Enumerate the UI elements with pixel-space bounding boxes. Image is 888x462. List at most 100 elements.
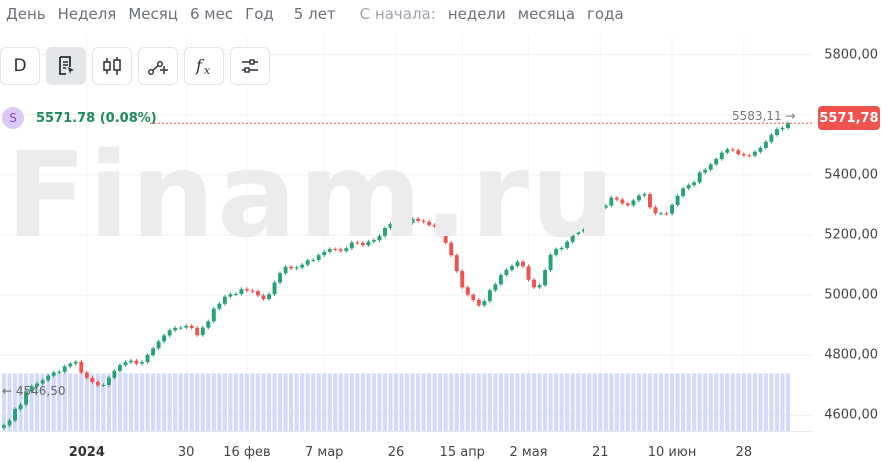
volume-bar bbox=[316, 373, 321, 431]
period-option[interactable]: 5 лет bbox=[293, 5, 336, 23]
volume-bar bbox=[128, 373, 134, 431]
volume-bar bbox=[741, 373, 746, 431]
volume-bar bbox=[669, 373, 675, 431]
volume-bar bbox=[520, 373, 526, 431]
volume-bar bbox=[217, 373, 222, 431]
candle bbox=[653, 207, 658, 214]
series-badge[interactable]: S bbox=[2, 107, 24, 129]
volume-bar bbox=[404, 373, 410, 431]
candle bbox=[101, 385, 106, 387]
candle bbox=[256, 291, 260, 296]
candle bbox=[625, 203, 630, 206]
indicators-button[interactable]: f x bbox=[184, 47, 224, 85]
volume-bar bbox=[211, 373, 216, 431]
volume-bar bbox=[421, 373, 426, 431]
volume-bar bbox=[139, 373, 145, 431]
volume-bar bbox=[603, 373, 608, 431]
volume-bar bbox=[250, 373, 255, 431]
template-button[interactable] bbox=[46, 47, 86, 85]
settings-button[interactable] bbox=[230, 47, 270, 85]
low-marker-label: ← 4546,50 bbox=[2, 384, 66, 398]
volume-bar bbox=[244, 373, 249, 431]
volume-bar bbox=[79, 373, 84, 431]
x-tick-label: 2024 bbox=[68, 445, 105, 460]
period-option[interactable]: День bbox=[6, 5, 46, 23]
candle bbox=[106, 377, 111, 386]
volume-bar bbox=[559, 373, 564, 431]
period-option[interactable]: Неделя bbox=[57, 5, 117, 23]
volume-bar bbox=[333, 373, 338, 431]
candle bbox=[730, 149, 735, 151]
period-option[interactable]: месяца bbox=[517, 5, 576, 23]
candle bbox=[294, 267, 299, 269]
volume-bar bbox=[272, 373, 277, 431]
candle bbox=[774, 129, 779, 135]
y-tick-label: 5200,00 bbox=[824, 227, 878, 243]
chart-type-button[interactable] bbox=[92, 47, 132, 85]
volume-bar bbox=[471, 373, 476, 431]
period-option[interactable]: Месяц bbox=[128, 5, 178, 23]
candle bbox=[51, 372, 56, 376]
candle bbox=[471, 294, 476, 300]
high-marker-label: 5583,11 → bbox=[732, 109, 796, 123]
volume-bar bbox=[747, 373, 752, 431]
candle bbox=[123, 362, 128, 366]
y-tick-label: 4800,00 bbox=[824, 347, 878, 363]
volume-bar bbox=[95, 373, 100, 431]
volume-bar bbox=[399, 373, 404, 431]
volume-bar bbox=[476, 373, 481, 431]
volume-bar bbox=[277, 373, 283, 431]
candle bbox=[465, 287, 470, 295]
interval-button[interactable]: D bbox=[0, 47, 40, 85]
volume-bar bbox=[780, 373, 785, 431]
candle bbox=[24, 391, 29, 405]
chart-area[interactable] bbox=[0, 36, 812, 431]
volume-bar bbox=[515, 373, 520, 431]
price-axis[interactable]: 5800,005600,005400,005200,005000,004800,… bbox=[812, 36, 888, 431]
candle bbox=[355, 242, 360, 244]
candle bbox=[659, 213, 663, 215]
y-tick-label: 5000,00 bbox=[824, 287, 878, 303]
candle bbox=[156, 341, 161, 349]
x-tick-label: 26 bbox=[387, 445, 405, 460]
volume-bar bbox=[620, 373, 625, 431]
volume-bar bbox=[487, 373, 492, 431]
candle bbox=[200, 327, 205, 336]
volume-bar bbox=[708, 373, 713, 431]
candle bbox=[333, 249, 338, 251]
candle bbox=[57, 371, 62, 373]
volume-bar bbox=[117, 373, 123, 431]
candle bbox=[18, 404, 23, 410]
volume-bar bbox=[570, 373, 575, 431]
volume-bar bbox=[531, 373, 537, 431]
period-option[interactable]: года bbox=[587, 5, 624, 23]
time-axis[interactable]: 2024 30 16 фев 7 мар 26 15 апр 2 мая 21 10 июн 28 bbox=[0, 431, 812, 462]
x-tick-label: 7 мар bbox=[305, 445, 344, 460]
candle bbox=[521, 261, 525, 267]
candle bbox=[145, 354, 150, 363]
candle bbox=[620, 199, 625, 204]
candle bbox=[714, 158, 719, 165]
volume-bar bbox=[664, 373, 669, 431]
candle bbox=[228, 294, 233, 297]
drawing-tools-button[interactable] bbox=[138, 47, 178, 85]
volume-bar bbox=[681, 373, 686, 431]
candle bbox=[140, 362, 144, 364]
volume-bar bbox=[565, 373, 570, 431]
volume-bar bbox=[526, 373, 531, 431]
price-chart[interactable] bbox=[0, 36, 812, 431]
candle bbox=[40, 380, 45, 384]
candle bbox=[239, 289, 244, 294]
period-option[interactable]: 6 мес bbox=[189, 5, 234, 23]
line-plus-icon bbox=[148, 60, 168, 75]
volume-bar bbox=[112, 373, 117, 431]
svg-text:x: x bbox=[204, 64, 211, 77]
period-option[interactable]: недели bbox=[447, 5, 506, 23]
candle bbox=[603, 205, 608, 208]
volume-bar bbox=[653, 373, 658, 431]
candle bbox=[548, 254, 553, 271]
period-option[interactable]: Год bbox=[245, 5, 274, 23]
volume-bar bbox=[261, 373, 266, 431]
volume-bar bbox=[101, 373, 106, 431]
candle bbox=[719, 152, 724, 159]
